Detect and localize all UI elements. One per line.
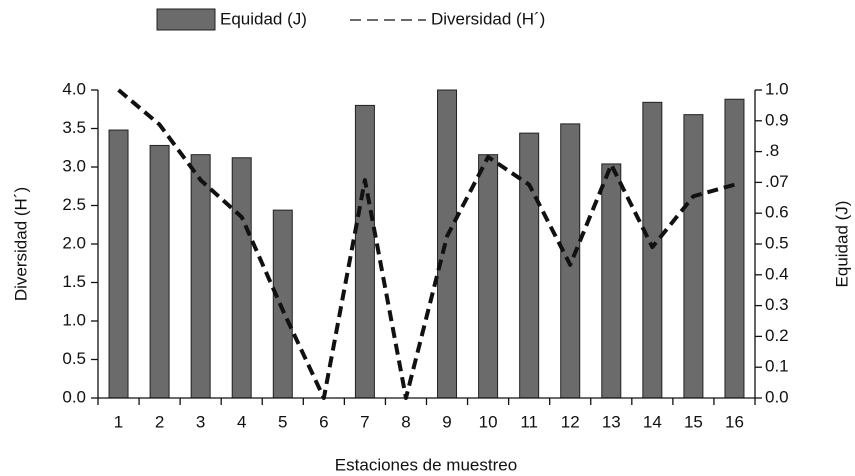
bar	[642, 101, 663, 399]
x-tick-label: 8	[401, 412, 410, 431]
y2-tick-label: .07	[765, 172, 789, 191]
y-tick-label: 0.0	[62, 387, 86, 406]
x-tick-label: 6	[319, 412, 328, 431]
bar	[724, 98, 745, 399]
bar	[272, 209, 293, 399]
x-tick-label: 13	[602, 412, 621, 431]
y-tick-label: 4.0	[62, 79, 86, 98]
y2-tick-label: 0.0	[765, 387, 789, 406]
y-tick-label: 1.5	[62, 272, 86, 291]
legend-label: Equidad (J)	[220, 9, 307, 28]
bar	[601, 163, 622, 399]
y2-tick-label: 0.3	[765, 295, 789, 314]
x-tick-label: 4	[237, 412, 246, 431]
y-tick-label: 2.0	[62, 233, 86, 252]
y2-tick-label: 0.6	[765, 203, 789, 222]
bar	[683, 114, 704, 399]
y-tick-label: 3.5	[62, 118, 86, 137]
x-tick-label: 11	[520, 412, 538, 431]
y2-tick-label: .8	[765, 141, 779, 160]
y-tick-label: 1.0	[62, 310, 86, 329]
x-tick-label: 5	[278, 412, 287, 431]
line-series	[117, 88, 736, 400]
y2-tick-label: 0.5	[765, 233, 789, 252]
x-tick-label: 7	[360, 412, 369, 431]
x-tick-label: 3	[196, 412, 205, 431]
x-tick-label: 16	[725, 412, 744, 431]
x-tick-label: 12	[561, 412, 580, 431]
bar	[190, 154, 211, 399]
legend-label: Diversidad (H´)	[431, 9, 545, 28]
y2-axis-title: Equidad (J)	[832, 201, 851, 288]
y2-tick-label: 0.2	[765, 326, 789, 345]
x-tick-label: 14	[643, 412, 662, 431]
legend-swatch	[156, 8, 216, 31]
y2-tick-label: 1.0	[765, 79, 789, 98]
y2-tick-label: 0.1	[765, 357, 789, 376]
x-tick-label: 15	[684, 412, 703, 431]
bar	[231, 157, 252, 399]
y2-tick-label: 0.4	[765, 264, 789, 283]
y-tick-label: 2.5	[62, 195, 86, 214]
y-tick-label: 0.5	[62, 349, 86, 368]
x-axis-title: Estaciones de muestreo	[335, 455, 517, 474]
x-tick-label: 9	[442, 412, 451, 431]
y-tick-label: 3.0	[62, 156, 86, 175]
y2-tick-label: 0.9	[765, 110, 789, 129]
x-tick-label: 2	[155, 412, 164, 431]
bar	[354, 104, 375, 399]
bar	[108, 129, 129, 399]
x-tick-label: 1	[114, 412, 123, 431]
x-tick-label: 10	[479, 412, 498, 431]
y-axis-title: Diversidad (H´)	[11, 187, 30, 301]
bar	[149, 144, 170, 399]
bar	[519, 132, 540, 399]
bar	[478, 154, 499, 399]
